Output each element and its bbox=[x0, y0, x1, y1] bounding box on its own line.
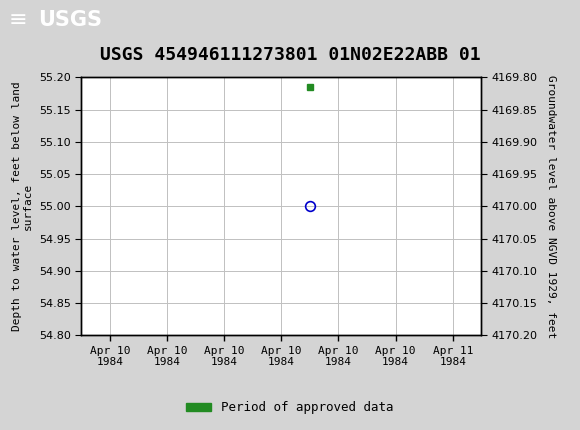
Text: USGS 454946111273801 01N02E22ABB 01: USGS 454946111273801 01N02E22ABB 01 bbox=[100, 46, 480, 64]
Text: ≡: ≡ bbox=[9, 10, 27, 31]
Legend: Period of approved data: Period of approved data bbox=[181, 396, 399, 419]
Y-axis label: Depth to water level, feet below land
surface: Depth to water level, feet below land su… bbox=[12, 82, 34, 331]
Text: USGS: USGS bbox=[38, 10, 102, 31]
Y-axis label: Groundwater level above NGVD 1929, feet: Groundwater level above NGVD 1929, feet bbox=[546, 75, 556, 338]
